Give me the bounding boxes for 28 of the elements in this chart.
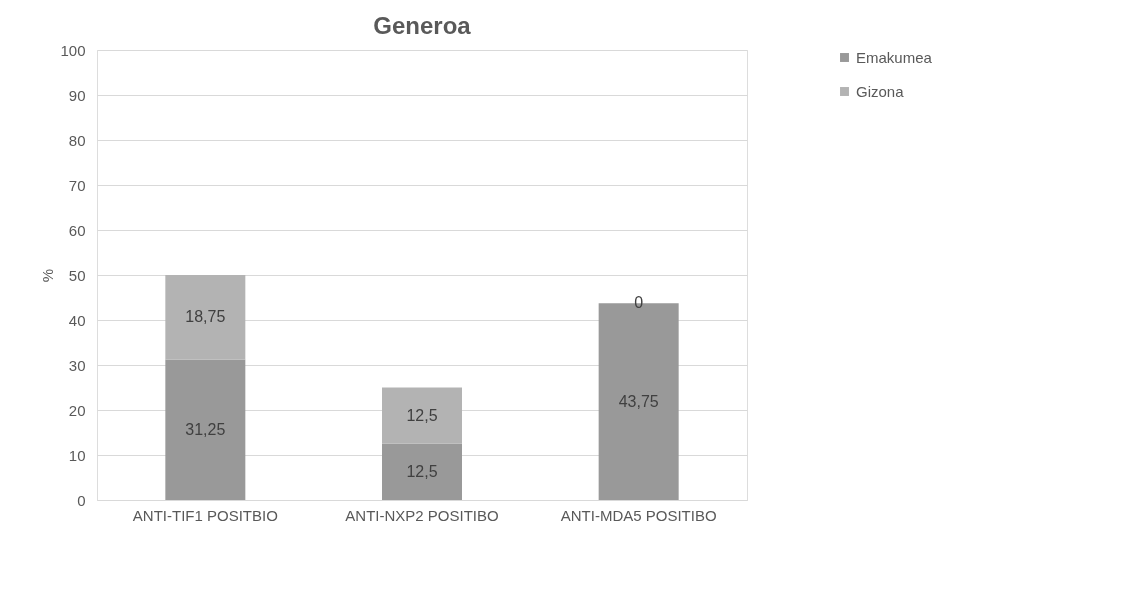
bar bbox=[165, 359, 246, 500]
y-tick-label: 0 bbox=[77, 491, 86, 509]
y-tick-label: 80 bbox=[68, 131, 86, 149]
data-label: 12,5 bbox=[406, 406, 438, 424]
x-tick-label: ANTI-TIF1 POSITBIO bbox=[132, 506, 278, 524]
y-tick-label: 20 bbox=[68, 401, 86, 419]
x-tick-label: ANTI-NXP2 POSITIBO bbox=[345, 506, 499, 524]
legend-label: Emakumea bbox=[856, 48, 933, 66]
data-label: 43,75 bbox=[618, 392, 659, 410]
y-tick-label: 100 bbox=[60, 41, 86, 59]
bar bbox=[382, 387, 462, 444]
x-tick-label: ANTI-MDA5 POSITIBO bbox=[560, 506, 717, 524]
data-label: 0 bbox=[634, 294, 644, 312]
data-label: 12,5 bbox=[406, 462, 438, 480]
data-label: 31,25 bbox=[185, 420, 226, 438]
y-tick-label: 10 bbox=[68, 446, 86, 464]
y-tick-label: 70 bbox=[68, 176, 86, 194]
bar bbox=[165, 275, 246, 360]
y-axis-title: % bbox=[39, 268, 57, 283]
y-tick-label: 90 bbox=[68, 86, 86, 104]
bar bbox=[382, 443, 462, 500]
y-tick-label: 30 bbox=[68, 356, 86, 374]
chart-title: Generoa bbox=[373, 12, 472, 39]
legend-label: Gizona bbox=[856, 82, 905, 100]
y-tick-label: 60 bbox=[68, 221, 86, 239]
data-label: 18,75 bbox=[185, 308, 226, 326]
y-tick-label: 50 bbox=[68, 266, 86, 284]
y-tick-label: 40 bbox=[68, 311, 86, 329]
